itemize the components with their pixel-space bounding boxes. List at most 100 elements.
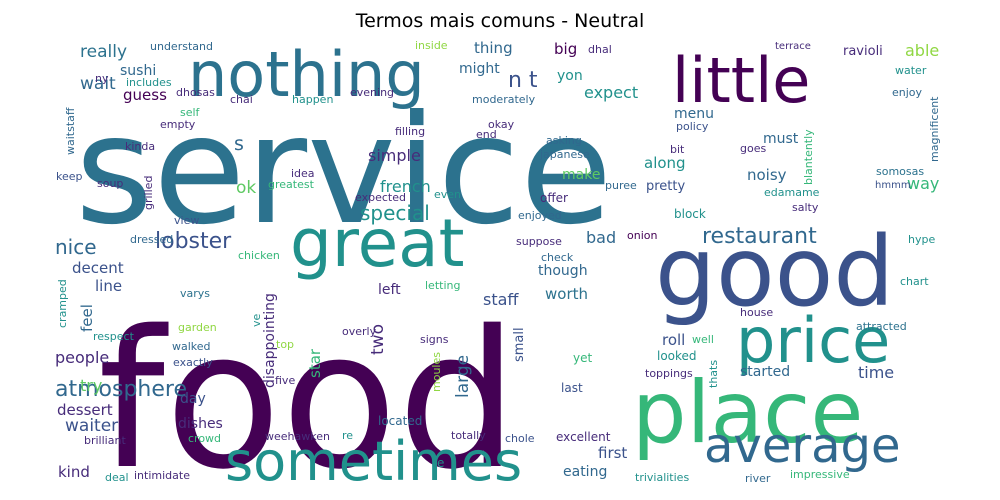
word-dressed: dressed	[130, 233, 173, 246]
word-block: block	[674, 207, 706, 221]
word-special: special	[360, 201, 430, 225]
word-e: e	[437, 456, 444, 470]
word-lobster: lobster	[155, 229, 232, 254]
word-way: way	[907, 174, 939, 193]
word-make: make	[562, 167, 600, 183]
word-large: large	[453, 355, 473, 398]
word-ny: ny	[95, 72, 109, 85]
word-waitstaff: waitstaff	[64, 107, 77, 155]
word-time: time	[858, 363, 894, 382]
word-enjoy: enjoy	[892, 86, 923, 99]
word-trivialities: trivialities	[635, 471, 689, 484]
word-star: star	[306, 348, 324, 378]
word-excellent: excellent	[556, 430, 611, 444]
word-even: even	[434, 188, 461, 201]
word-s: s	[234, 133, 244, 155]
word-overly: overly	[342, 325, 377, 338]
word-ravioli: ravioli	[843, 44, 883, 59]
word-chicken: chicken	[238, 249, 280, 262]
word-thing: thing	[474, 39, 513, 57]
word-pretty: pretty	[646, 179, 686, 194]
word-looked: looked	[657, 349, 697, 363]
word-goes: goes	[740, 142, 766, 155]
word-menu: menu	[674, 106, 714, 122]
word-food: food	[98, 290, 518, 500]
word-moderately: moderately	[472, 93, 536, 106]
word-people: people	[55, 348, 109, 367]
word-signs: signs	[420, 333, 449, 346]
word-last: last	[561, 381, 583, 395]
word-blantently: blantently	[802, 129, 815, 185]
word-really: really	[80, 42, 127, 62]
word-sushi: sushi	[120, 63, 156, 79]
word-asking: asking	[546, 134, 582, 147]
word-ve: ve	[250, 313, 263, 327]
word-salty: salty	[792, 201, 819, 214]
word-left: left	[378, 282, 401, 298]
wordcloud-title: Termos mais comuns - Neutral	[355, 10, 645, 32]
word-first: first	[598, 444, 627, 462]
word-top: top	[276, 338, 294, 351]
word-letting: letting	[425, 279, 460, 292]
word-expected: expected	[355, 191, 406, 204]
word-place: place	[632, 363, 863, 463]
word-good: good	[655, 216, 894, 328]
word-try: try	[80, 376, 102, 395]
word-located: located	[378, 414, 422, 428]
word-garden: garden	[178, 321, 217, 334]
word-service: service	[75, 84, 612, 258]
word-kinda: kinda	[125, 140, 155, 153]
word-hype: hype	[908, 233, 935, 246]
word-intimidate: intimidate	[134, 469, 190, 482]
word-wait: wait	[80, 74, 116, 94]
word-hmmm: hmmm	[875, 180, 911, 191]
word-guess: guess	[123, 86, 167, 104]
word-edamame: edamame	[764, 186, 820, 199]
word-along: along	[644, 154, 686, 172]
word-dessert: dessert	[57, 401, 113, 419]
word-re: re	[342, 429, 353, 442]
word-dhal: dhal	[588, 43, 612, 56]
word-decent: decent	[72, 259, 124, 277]
word-expect: expect	[584, 83, 638, 102]
word-moules: moules	[430, 352, 443, 392]
word-yon: yon	[557, 68, 583, 84]
word-average: average	[704, 418, 901, 474]
word-water: water	[895, 64, 927, 77]
word-attracted: attracted	[856, 320, 907, 333]
word-ok: ok	[236, 178, 256, 198]
word-though: though	[538, 263, 588, 279]
word-end: end	[476, 128, 497, 141]
word-cramped: cramped	[56, 279, 69, 328]
word-exactly: exactly	[173, 356, 213, 369]
word-deal: deal	[105, 471, 129, 484]
word-varys: varys	[180, 287, 210, 300]
word-roll: roll	[662, 331, 685, 349]
word-suppose: suppose	[516, 235, 562, 248]
word-view: view	[174, 214, 199, 227]
word-started: started	[740, 364, 790, 380]
word-eating: eating	[563, 464, 607, 480]
word-feel: feel	[78, 304, 96, 332]
word-okay: okay	[488, 118, 515, 131]
word-able: able	[905, 41, 939, 60]
word-japanese: japanese	[539, 148, 590, 161]
word-dhosas: dhosas	[176, 86, 215, 99]
word-understand: understand	[150, 40, 213, 53]
word-happen: happen	[292, 93, 333, 106]
word-bad: bad	[586, 228, 616, 247]
word-chart: chart	[900, 275, 929, 288]
word-toppings: toppings	[645, 367, 693, 380]
word-grilled: grilled	[142, 176, 155, 210]
word-brilliant: brilliant	[84, 434, 126, 447]
word-greatest: greatest	[268, 178, 315, 191]
word-restaurant: restaurant	[702, 224, 817, 249]
word-check: check	[541, 251, 574, 264]
word-puree: puree	[605, 179, 637, 192]
word-kind: kind	[58, 463, 90, 481]
word-staff: staff	[483, 290, 519, 309]
word-inside: inside	[415, 39, 448, 52]
word-yet: yet	[573, 351, 592, 365]
word-respect: respect	[93, 330, 135, 343]
word-french: french	[380, 177, 431, 196]
